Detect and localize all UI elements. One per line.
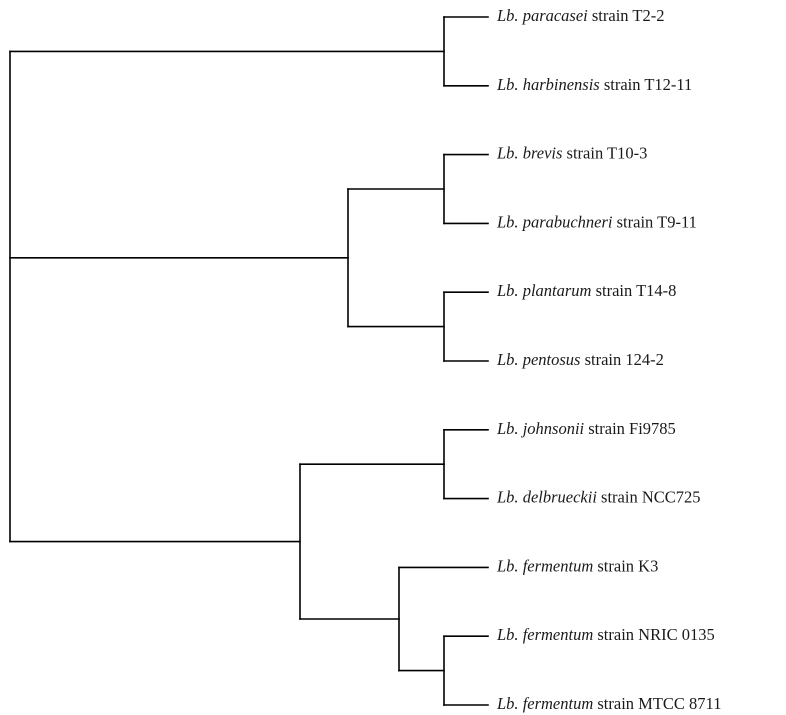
tree-leaf-labels: Lb. paracasei strain T2-2Lb. harbinensis… [496, 6, 721, 713]
tree-branches [9, 16, 489, 706]
leaf-genus: Lb. [496, 281, 523, 300]
leaf-label-l6: Lb. pentosus strain 124-2 [496, 350, 664, 369]
leaf-label-l8: Lb. delbrueckii strain NCC725 [496, 487, 701, 506]
leaf-genus: Lb. [496, 556, 523, 575]
leaf-strain: strain Fi9785 [584, 419, 676, 438]
leaf-species: harbinensis [523, 75, 600, 94]
leaf-species: parabuchneri [522, 212, 613, 231]
leaf-genus: Lb. [496, 694, 523, 713]
leaf-species: paracasei [522, 6, 588, 25]
leaf-genus: Lb. [496, 75, 523, 94]
leaf-label-l7: Lb. johnsonii strain Fi9785 [496, 419, 676, 438]
leaf-genus: Lb. [496, 143, 523, 162]
leaf-label-l5: Lb. plantarum strain T14-8 [496, 281, 676, 300]
leaf-species: pentosus [522, 350, 581, 369]
leaf-species: fermentum [523, 694, 594, 713]
leaf-strain: strain T2-2 [588, 6, 665, 25]
leaf-strain: strain T12-11 [600, 75, 693, 94]
leaf-label-l4: Lb. parabuchneri strain T9-11 [496, 212, 697, 231]
leaf-genus: Lb. [496, 212, 523, 231]
leaf-strain: strain T14-8 [591, 281, 676, 300]
leaf-strain: strain MTCC 8711 [593, 694, 721, 713]
leaf-genus: Lb. [496, 419, 523, 438]
leaf-species: fermentum [523, 556, 594, 575]
leaf-strain: strain NRIC 0135 [593, 625, 714, 644]
leaf-genus: Lb. [496, 487, 523, 506]
leaf-strain: strain T10-3 [562, 143, 647, 162]
leaf-genus: Lb. [496, 625, 523, 644]
leaf-strain: strain K3 [593, 556, 658, 575]
leaf-label-l1: Lb. paracasei strain T2-2 [496, 6, 664, 25]
leaf-label-l9: Lb. fermentum strain K3 [496, 556, 658, 575]
leaf-species: plantarum [522, 281, 592, 300]
leaf-label-l2: Lb. harbinensis strain T12-11 [496, 75, 692, 94]
leaf-species: fermentum [523, 625, 594, 644]
leaf-label-l11: Lb. fermentum strain MTCC 8711 [496, 694, 721, 713]
leaf-label-l10: Lb. fermentum strain NRIC 0135 [496, 625, 715, 644]
leaf-strain: strain 124-2 [580, 350, 663, 369]
leaf-species: delbrueckii [523, 487, 598, 506]
leaf-strain: strain NCC725 [597, 487, 701, 506]
leaf-species: johnsonii [521, 419, 585, 438]
leaf-strain: strain T9-11 [613, 212, 697, 231]
leaf-genus: Lb. [496, 350, 523, 369]
leaf-species: brevis [523, 143, 563, 162]
leaf-label-l3: Lb. brevis strain T10-3 [496, 143, 647, 162]
leaf-genus: Lb. [496, 6, 523, 25]
